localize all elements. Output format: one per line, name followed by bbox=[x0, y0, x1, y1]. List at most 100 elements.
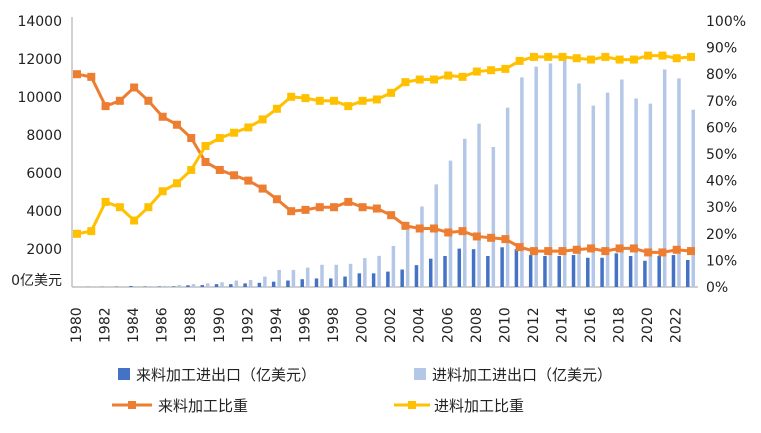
marker-jinliao-share bbox=[558, 52, 567, 61]
right-tick-label: 70% bbox=[706, 94, 737, 110]
marker-laiiliao-share bbox=[344, 197, 353, 206]
bar-laiiliao bbox=[486, 256, 490, 287]
x-tick-label: 1996 bbox=[297, 307, 313, 343]
x-tick-label: 2020 bbox=[640, 307, 656, 343]
marker-laiiliao-share bbox=[172, 120, 181, 129]
bar-laiiliao bbox=[586, 257, 590, 287]
bar-laiiliao bbox=[443, 256, 447, 287]
bar-jinliao bbox=[634, 98, 638, 288]
left-tick-label: 12000 bbox=[17, 52, 62, 68]
bar-laiiliao bbox=[386, 271, 390, 287]
marker-laiiliao-share bbox=[258, 184, 267, 193]
line-jinliao-share bbox=[76, 54, 692, 236]
marker-laiiliao-share bbox=[315, 203, 324, 212]
marker-laiiliao-share bbox=[358, 203, 367, 212]
marker-laiiliao-share bbox=[87, 72, 96, 81]
bar-laiiliao bbox=[229, 284, 233, 287]
marker-jinliao-share bbox=[415, 75, 424, 84]
bar-laiiliao bbox=[671, 255, 676, 287]
marker-jinliao-share bbox=[458, 72, 467, 81]
marker-laiiliao-share bbox=[515, 243, 524, 252]
bar-jinliao bbox=[405, 230, 410, 287]
marker-jinliao-share bbox=[272, 104, 281, 113]
marker-laiiliao-share bbox=[387, 211, 396, 220]
bar-laiiliao bbox=[457, 248, 462, 287]
right-tick-label: 40% bbox=[706, 174, 737, 190]
bar-jinliao bbox=[434, 184, 438, 287]
marker-jinliao-share bbox=[644, 51, 653, 60]
bar-laiiliao bbox=[214, 284, 219, 287]
bar-jinliao bbox=[448, 160, 453, 287]
marker-laiiliao-share bbox=[544, 247, 553, 256]
bar-jinliao bbox=[320, 264, 324, 287]
bar-laiiliao bbox=[329, 278, 333, 287]
marker-laiiliao-share bbox=[301, 205, 310, 214]
bar-laiiliao bbox=[357, 273, 362, 287]
marker-laiiliao-share bbox=[130, 83, 139, 92]
bar-laiiliao bbox=[614, 253, 619, 287]
marker-jinliao-share bbox=[401, 78, 410, 87]
bar-laiiliao bbox=[686, 260, 690, 287]
x-tick-label: 2014 bbox=[554, 307, 570, 343]
left-tick-label: 0亿美元 bbox=[11, 273, 62, 289]
marker-laiiliao-share bbox=[687, 247, 695, 256]
bar-laiiliao bbox=[571, 255, 576, 287]
marker-jinliao-share bbox=[587, 55, 596, 64]
marker-laiiliao-share bbox=[187, 134, 196, 143]
marker-jinliao-share bbox=[444, 71, 453, 80]
bar-jinliao bbox=[248, 279, 253, 287]
marker-jinliao-share bbox=[544, 52, 553, 61]
bar-laiiliao bbox=[400, 269, 404, 287]
marker-jinliao-share bbox=[287, 92, 296, 101]
marker-laiiliao-share bbox=[215, 165, 224, 174]
marker-jinliao-share bbox=[87, 227, 96, 236]
marker-laiiliao-share bbox=[529, 247, 538, 256]
bar-laiiliao bbox=[628, 256, 633, 287]
bar-jinliao bbox=[677, 78, 681, 287]
legend-label: 进料加工进出口（亿美元） bbox=[432, 366, 612, 384]
left-tick-label: 14000 bbox=[17, 14, 62, 30]
bar-jinliao bbox=[305, 267, 310, 287]
bar-laiiliao bbox=[171, 286, 176, 287]
marker-jinliao-share bbox=[629, 55, 638, 64]
bar-jinliao bbox=[605, 92, 610, 287]
bar-jinliao bbox=[220, 282, 224, 287]
marker-jinliao-share bbox=[344, 102, 353, 111]
marker-laiiliao-share bbox=[558, 247, 567, 256]
bar-laiiliao bbox=[514, 249, 519, 287]
x-tick-label: 2004 bbox=[412, 307, 428, 343]
line-laiiliao-share bbox=[76, 72, 692, 254]
right-tick-label: 60% bbox=[706, 120, 737, 136]
marker-laiiliao-share bbox=[101, 102, 110, 111]
bar-jinliao bbox=[463, 138, 467, 287]
marker-jinliao-share bbox=[315, 96, 324, 105]
bar-jinliao bbox=[363, 258, 367, 287]
bar-jinliao bbox=[648, 103, 653, 288]
marker-laiiliao-share bbox=[629, 244, 638, 253]
bar-laiiliao bbox=[528, 255, 533, 287]
right-tick-label: 0% bbox=[706, 280, 728, 296]
bar-jinliao bbox=[206, 283, 210, 287]
bar-jinliao bbox=[148, 286, 153, 287]
x-tick-label: 1984 bbox=[126, 307, 142, 343]
left-tick-label: 10000 bbox=[17, 90, 62, 106]
bar-jinliao bbox=[534, 66, 538, 287]
bar-jinliao bbox=[691, 109, 695, 287]
marker-laiiliao-share bbox=[144, 96, 153, 105]
marker-laiiliao-share bbox=[230, 171, 239, 180]
bar-laiiliao bbox=[643, 260, 647, 287]
bar-laiiliao bbox=[500, 247, 504, 287]
marker-laiiliao-share bbox=[572, 245, 581, 254]
marker-laiiliao-share bbox=[201, 157, 210, 166]
bar-laiiliao bbox=[343, 276, 347, 287]
marker-jinliao-share bbox=[301, 94, 310, 103]
marker-laiiliao-share bbox=[429, 224, 438, 233]
x-tick-label: 2012 bbox=[526, 307, 542, 343]
x-tick-label: 1998 bbox=[326, 307, 342, 343]
marker-jinliao-share bbox=[158, 187, 167, 196]
marker-laiiliao-share bbox=[444, 228, 453, 237]
marker-jinliao-share bbox=[529, 52, 538, 61]
marker-jinliao-share bbox=[615, 55, 624, 64]
bar-jinliao bbox=[163, 285, 167, 287]
marker-laiiliao-share bbox=[487, 233, 496, 242]
